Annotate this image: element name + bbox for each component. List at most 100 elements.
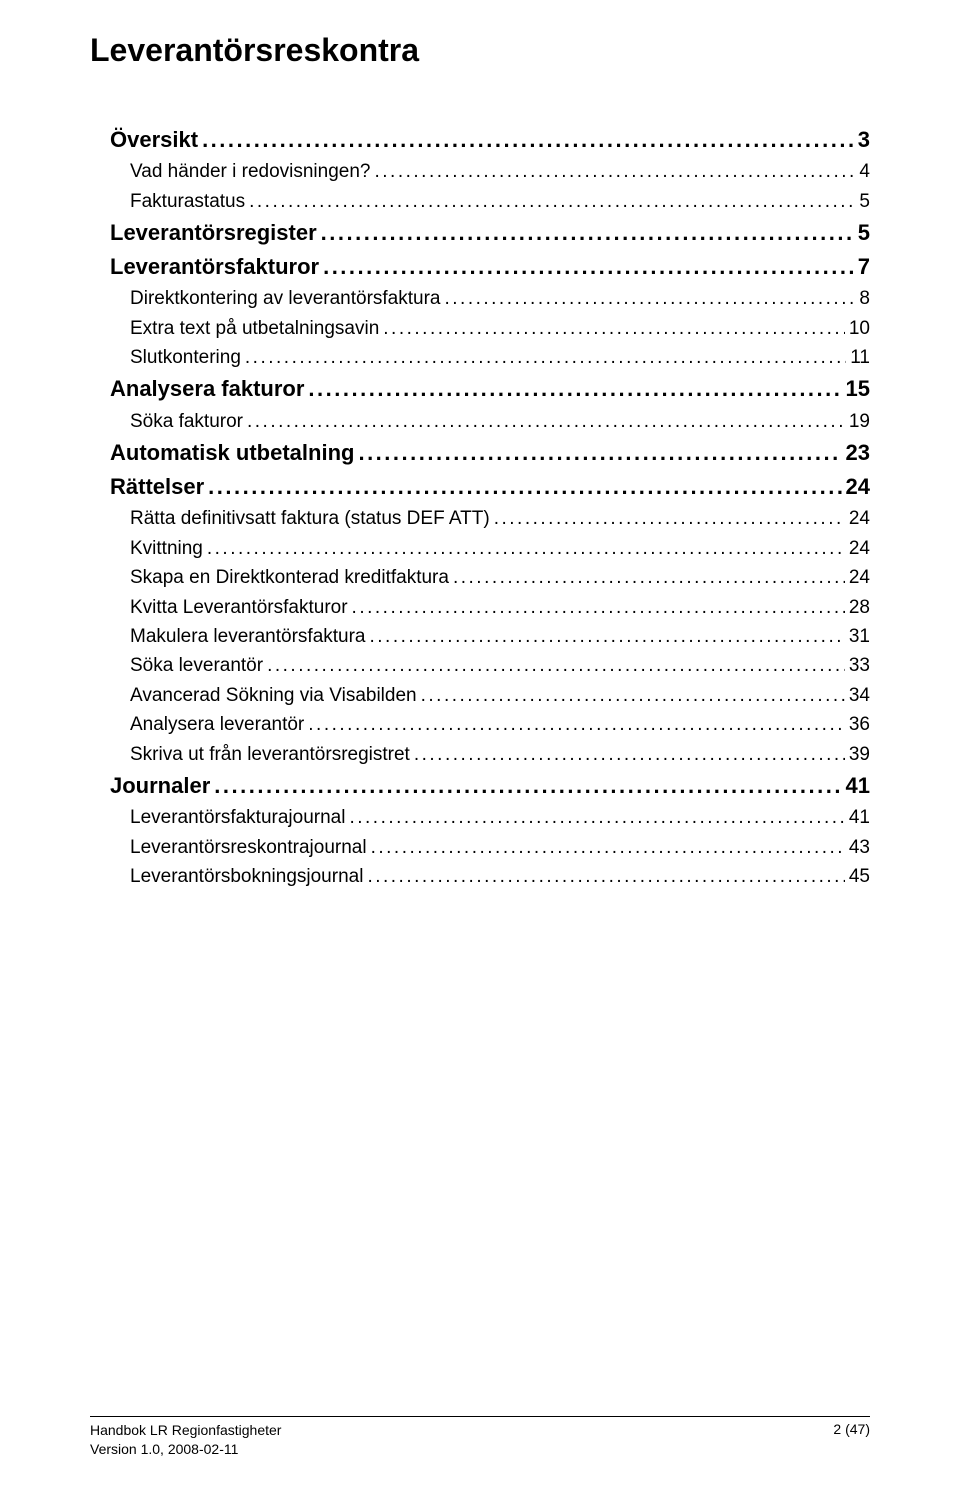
toc-entry[interactable]: Skapa en Direktkonterad kreditfaktura 24 (90, 563, 870, 592)
toc-entry-page: 10 (849, 314, 870, 343)
toc-entry[interactable]: Automatisk utbetalning 23 (90, 436, 870, 470)
toc-entry-page: 15 (846, 372, 870, 406)
toc-entry-page: 39 (849, 740, 870, 769)
toc-entry[interactable]: Extra text på utbetalningsavin10 (90, 314, 870, 343)
toc-entry[interactable]: Söka fakturor 19 (90, 407, 870, 436)
toc-entry-label: Söka fakturor (130, 407, 243, 436)
toc-entry-label: Kvittning (130, 534, 203, 563)
toc-leader-dots (321, 216, 854, 250)
toc-entry[interactable]: Skriva ut från leverantörsregistret 39 (90, 740, 870, 769)
toc-entry-page: 11 (850, 343, 870, 372)
toc-entry-label: Makulera leverantörsfaktura (130, 622, 366, 651)
toc-entry[interactable]: Direktkontering av leverantörsfaktura 8 (90, 284, 870, 313)
toc-entry-page: 24 (849, 534, 870, 563)
toc-entry-label: Söka leverantör (130, 651, 263, 680)
toc-entry-page: 34 (849, 681, 870, 710)
toc-entry[interactable]: Översikt 3 (90, 123, 870, 157)
toc-entry-page: 36 (849, 710, 870, 739)
toc-leader-dots (453, 563, 845, 592)
page-title: Leverantörsreskontra (90, 32, 870, 69)
toc-leader-dots (202, 123, 854, 157)
toc-entry-page: 24 (849, 563, 870, 592)
toc-entry-page: 31 (849, 622, 870, 651)
toc-entry-label: Skapa en Direktkonterad kreditfaktura (130, 563, 449, 592)
toc-entry-page: 8 (859, 284, 870, 313)
toc-leader-dots (249, 187, 855, 216)
toc-entry-label: Avancerad Sökning via Visabilden (130, 681, 417, 710)
toc-entry-page: 33 (849, 651, 870, 680)
table-of-contents: Översikt3Vad händer i redovisningen?4Fak… (90, 123, 870, 892)
toc-entry-label: Journaler (110, 769, 210, 803)
toc-entry-label: Översikt (110, 123, 198, 157)
toc-leader-dots (308, 710, 845, 739)
toc-entry[interactable]: Rättelser 24 (90, 470, 870, 504)
toc-entry[interactable]: Journaler 41 (90, 769, 870, 803)
toc-leader-dots (494, 504, 845, 533)
toc-leader-dots (414, 740, 845, 769)
toc-entry[interactable]: Kvittning 24 (90, 534, 870, 563)
toc-leader-dots (367, 862, 844, 891)
toc-entry[interactable]: Analysera fakturor 15 (90, 372, 870, 406)
toc-entry[interactable]: Leverantörsreskontrajournal 43 (90, 833, 870, 862)
toc-entry-label: Fakturastatus (130, 187, 245, 216)
toc-entry[interactable]: Leverantörsbokningsjournal 45 (90, 862, 870, 891)
toc-entry-page: 3 (858, 123, 870, 157)
toc-leader-dots (421, 681, 845, 710)
toc-leader-dots (308, 372, 841, 406)
toc-leader-dots (267, 651, 845, 680)
toc-entry-page: 45 (849, 862, 870, 891)
toc-entry-page: 19 (849, 407, 870, 436)
toc-entry-label: Leverantörsbokningsjournal (130, 862, 363, 891)
toc-leader-dots (370, 622, 845, 651)
footer-version: Version 1.0, 2008-02-11 (90, 1440, 281, 1459)
toc-entry[interactable]: Kvitta Leverantörsfakturor 28 (90, 593, 870, 622)
toc-leader-dots (375, 157, 856, 186)
toc-entry-page: 24 (849, 504, 870, 533)
toc-leader-dots (349, 803, 844, 832)
toc-entry-page: 41 (846, 769, 870, 803)
toc-entry-label: Kvitta Leverantörsfakturor (130, 593, 348, 622)
toc-entry-page: 41 (849, 803, 870, 832)
toc-entry[interactable]: Vad händer i redovisningen? 4 (90, 157, 870, 186)
toc-entry-page: 24 (846, 470, 870, 504)
toc-leader-dots (323, 250, 854, 284)
toc-entry-page: 28 (849, 593, 870, 622)
toc-entry-label: Analysera fakturor (110, 372, 304, 406)
toc-entry[interactable]: Analysera leverantör36 (90, 710, 870, 739)
toc-entry[interactable]: Leverantörsfakturor7 (90, 250, 870, 284)
toc-entry-label: Leverantörsreskontrajournal (130, 833, 367, 862)
toc-entry[interactable]: Makulera leverantörsfaktura 31 (90, 622, 870, 651)
toc-entry-label: Leverantörsfakturajournal (130, 803, 345, 832)
toc-entry-page: 23 (846, 436, 870, 470)
toc-entry[interactable]: Leverantörsfakturajournal 41 (90, 803, 870, 832)
toc-entry-page: 43 (849, 833, 870, 862)
toc-entry-label: Leverantörsfakturor (110, 250, 319, 284)
toc-leader-dots (208, 470, 841, 504)
toc-entry[interactable]: Fakturastatus 5 (90, 187, 870, 216)
toc-entry[interactable]: Slutkontering11 (90, 343, 870, 372)
footer-page-number: 2 (47) (833, 1421, 870, 1459)
toc-entry-label: Vad händer i redovisningen? (130, 157, 371, 186)
toc-entry[interactable]: Söka leverantör 33 (90, 651, 870, 680)
toc-leader-dots (214, 769, 841, 803)
footer-divider (90, 1416, 870, 1417)
toc-entry[interactable]: Avancerad Sökning via Visabilden 34 (90, 681, 870, 710)
toc-leader-dots (444, 284, 855, 313)
toc-entry-label: Automatisk utbetalning (110, 436, 354, 470)
toc-leader-dots (358, 436, 841, 470)
toc-entry[interactable]: Rätta definitivsatt faktura (status DEF … (90, 504, 870, 533)
toc-leader-dots (383, 314, 845, 343)
toc-entry[interactable]: Leverantörsregister 5 (90, 216, 870, 250)
toc-leader-dots (245, 343, 846, 372)
toc-entry-label: Skriva ut från leverantörsregistret (130, 740, 410, 769)
toc-entry-label: Direktkontering av leverantörsfaktura (130, 284, 440, 313)
toc-leader-dots (247, 407, 845, 436)
toc-entry-page: 5 (859, 187, 870, 216)
toc-entry-label: Leverantörsregister (110, 216, 317, 250)
toc-leader-dots (371, 833, 845, 862)
toc-entry-label: Rättelser (110, 470, 204, 504)
toc-entry-page: 5 (858, 216, 870, 250)
footer-handbook: Handbok LR Regionfastigheter (90, 1421, 281, 1440)
toc-entry-page: 4 (859, 157, 870, 186)
toc-leader-dots (207, 534, 845, 563)
